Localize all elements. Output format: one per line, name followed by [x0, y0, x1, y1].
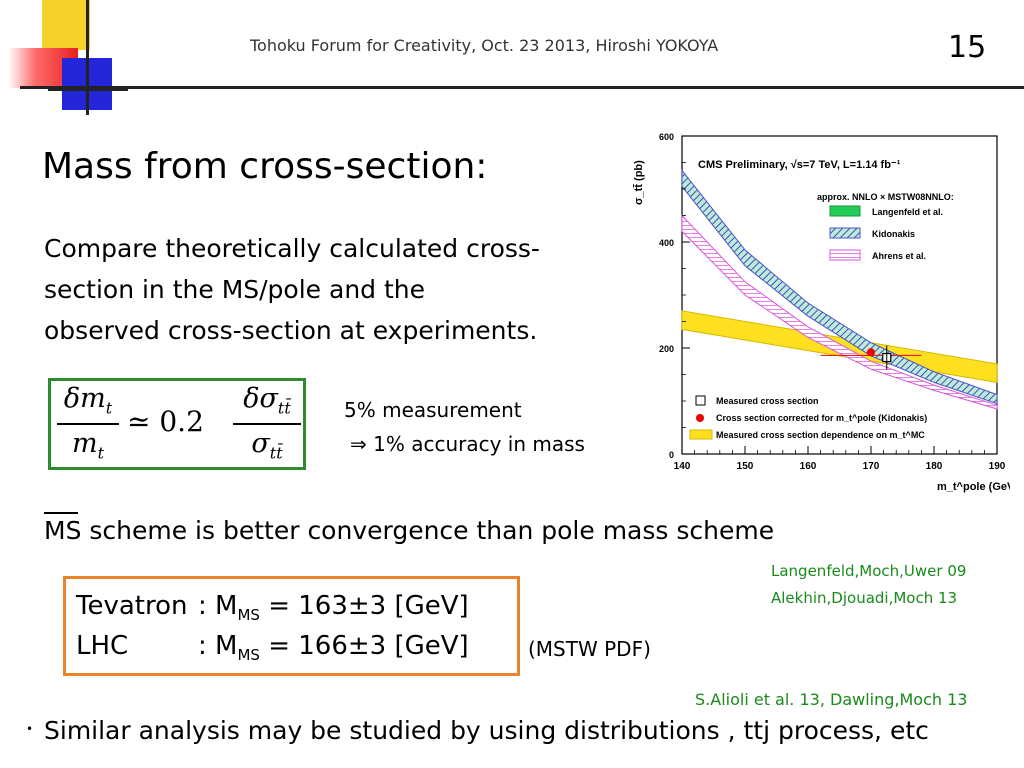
legend-swatch [829, 227, 861, 239]
chart-title: CMS Preliminary, √s=7 TeV, L=1.14 fb⁻¹ [698, 159, 901, 171]
corrected-point [867, 348, 875, 357]
note-accuracy: ⇒ 1% accuracy in mass [350, 432, 585, 456]
fraction-bar [57, 423, 119, 425]
result-label: Tevatron [76, 591, 188, 621]
note-measurement: 5% measurement [344, 398, 522, 422]
result-tevatron: Tevatron : MMS = 163±3 [GeV] [76, 591, 469, 624]
x-axis-label: m_t^pole (GeV) [937, 481, 1010, 493]
legend-label: Ahrens et al. [872, 251, 926, 261]
slide-title: Mass from cross-section: [42, 146, 488, 187]
result-sep: : M [198, 631, 238, 661]
x-tick-label: 180 [926, 461, 943, 472]
ahrens-band [681, 214, 998, 410]
intro-line: observed cross-section at experiments. [44, 316, 538, 345]
x-tick-label: 160 [800, 461, 817, 472]
formula-box: δmt mt ≃ 0.2 δσtt̄ σtt̄ [48, 378, 306, 470]
cross-section-plot: 140 150 160 170 180 190 0 200 400 600 m_t^pole (Ge… [633, 132, 1010, 493]
header-rule [20, 86, 1024, 89]
x-tick-label: 170 [863, 461, 880, 472]
legend-marker-dot [696, 414, 704, 422]
plot-frame [681, 135, 998, 455]
legend-marker-square [695, 395, 706, 406]
result-value: = 163±3 [GeV] [259, 591, 469, 621]
intro-line: section in the MS/pole and the [44, 275, 426, 304]
result-lhc: LHC : MMS = 166±3 [GeV] [76, 631, 469, 664]
x-tick-label: 190 [989, 461, 1006, 472]
kidonakis-band [681, 168, 998, 405]
y-tick-label: 600 [659, 132, 674, 142]
header-text: Tohoku Forum for Creativity, Oct. 23 201… [250, 36, 719, 55]
reference-langenfeld: Langenfeld,Moch,Uwer 09 [771, 562, 967, 580]
formula-numerator-2: δσtt̄ [243, 383, 291, 418]
legend-label: Cross section corrected for m_t^pole (Ki… [716, 413, 927, 423]
intro-line: Compare theoretically calculated cross- [44, 234, 540, 263]
ms-overline [44, 512, 78, 514]
legend-marker-band [689, 429, 713, 440]
formula-numerator-1: δmt [63, 383, 113, 418]
result-value: = 166±3 [GeV] [259, 631, 469, 661]
result-label: LHC [76, 631, 129, 661]
result-sub: MS [237, 646, 260, 664]
page-number: 15 [948, 30, 987, 65]
legend-label: Measured cross section dependence on m_t… [716, 430, 925, 440]
y-tick-label: 200 [659, 344, 674, 354]
formula-relation: ≃ 0.2 [127, 405, 204, 438]
y-tick-label: 0 [669, 450, 674, 460]
legend-label: Kidonakis [872, 229, 915, 239]
legend-swatch [829, 205, 861, 217]
x-tick-label: 150 [737, 461, 754, 472]
result-sub: MS [237, 606, 260, 624]
intro-paragraph: Compare theoretically calculated cross- … [44, 228, 604, 351]
result-sep: : M [198, 591, 238, 621]
formula-denominator-2: σtt̄ [251, 428, 283, 463]
reference-alekhin: Alekhin,Djouadi,Moch 13 [771, 589, 958, 607]
formula-denominator-1: mt [71, 428, 105, 463]
results-box: Tevatron: MMS = 163±3 [GeV] LHC: MMS = 1… [63, 576, 520, 676]
pdf-note: (MSTW PDF) [528, 637, 651, 661]
legend-label: Langenfeld et al. [872, 207, 943, 217]
reference-alioli: S.Alioli et al. 13, Dawling,Moch 13 [695, 690, 968, 709]
fraction-bar [233, 423, 301, 425]
y-axis-label: σ_tt̄ (pb) [633, 160, 645, 205]
scheme-statement: MS scheme is better convergence than pol… [44, 516, 775, 545]
legend-label: Measured cross section [716, 396, 819, 406]
legend-title: approx. NNLO × MSTW08NNLO: [817, 192, 954, 202]
x-tick-label: 140 [674, 461, 691, 472]
bullet-text: Similar analysis may be studied by using… [44, 716, 929, 745]
legend-swatch [829, 249, 861, 261]
y-tick-label: 400 [659, 238, 674, 248]
bullet-dot: • [26, 722, 34, 736]
